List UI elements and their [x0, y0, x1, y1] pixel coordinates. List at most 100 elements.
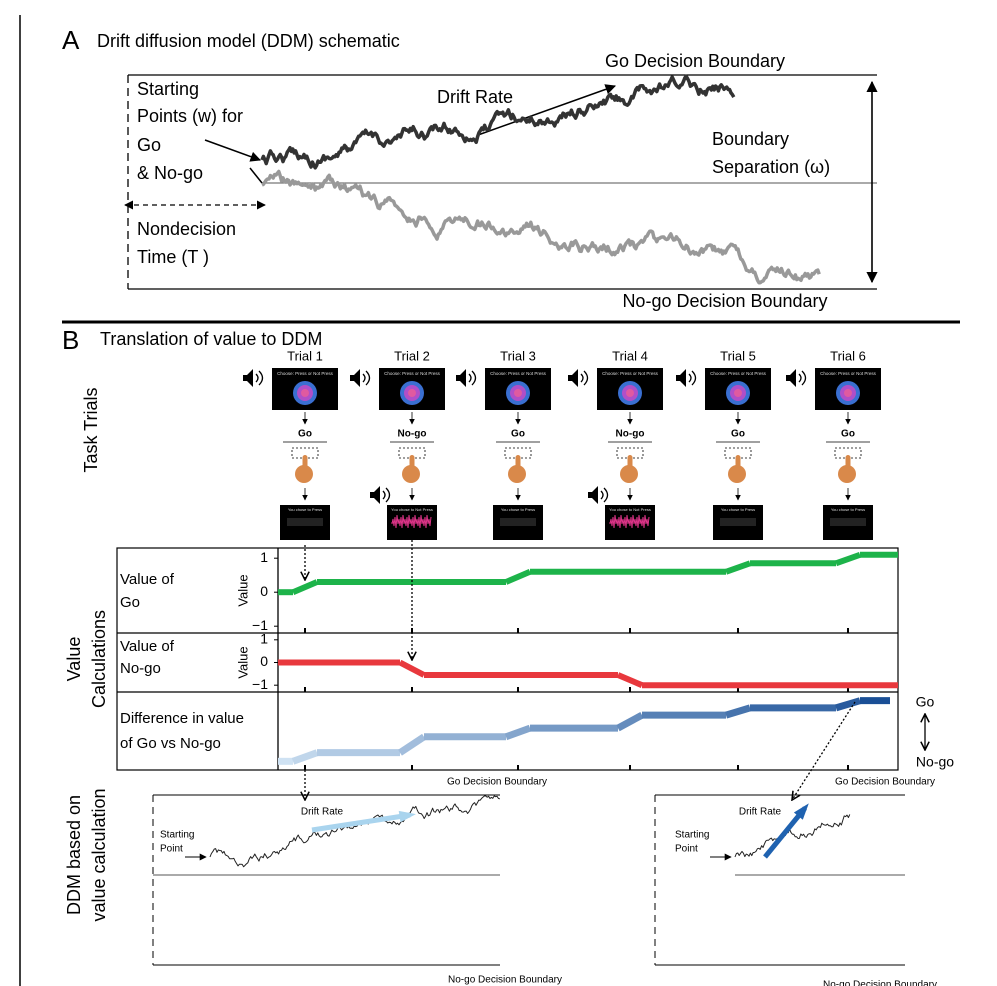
- label: Points (w) for: [137, 106, 243, 126]
- label: Choose: Press or Not Press: [490, 371, 547, 376]
- speaker-icon: [601, 488, 608, 502]
- label: No-go: [916, 754, 954, 770]
- label: Choose: Press or Not Press: [384, 371, 441, 376]
- label: of Go vs No-go: [120, 735, 221, 752]
- label: Choose: Press or Not Press: [602, 371, 659, 376]
- label: Starting: [675, 830, 709, 841]
- label: Go: [298, 429, 312, 440]
- speaker-icon: [786, 369, 796, 387]
- speaker-icon: [568, 369, 578, 387]
- label: Value: [235, 574, 250, 606]
- label: Trial 3: [500, 348, 536, 363]
- label: No-go Decision Boundary: [823, 980, 937, 986]
- value-step: [400, 663, 424, 675]
- label: No-go: [120, 660, 161, 677]
- label: You chose to Not Press: [391, 507, 433, 512]
- label: Task Trials: [81, 387, 101, 472]
- label: Go Decision Boundary: [835, 777, 935, 788]
- label: You chose to Press: [288, 507, 322, 512]
- label: Starting: [137, 79, 199, 99]
- label: Boundary: [712, 129, 789, 149]
- stimulus: [844, 389, 852, 397]
- random-walk: [262, 172, 819, 283]
- label: Value: [64, 637, 84, 682]
- value-step: [506, 572, 530, 582]
- label: No-go Decision Boundary: [448, 975, 562, 986]
- label: value calculation: [89, 788, 109, 921]
- label: You chose to Not Press: [609, 507, 651, 512]
- hand-palm: [838, 465, 856, 483]
- hand-palm: [728, 465, 746, 483]
- value-step: [506, 728, 530, 737]
- speaker-icon: [350, 369, 360, 387]
- speaker-icon: [581, 371, 588, 385]
- label: Go: [137, 135, 161, 155]
- label: Separation (ω): [712, 157, 830, 177]
- speaker-icon: [243, 369, 253, 387]
- stimulus: [408, 389, 416, 397]
- label: Drift Rate: [739, 807, 782, 818]
- label: Go: [120, 594, 140, 611]
- label: A: [62, 25, 80, 55]
- label: Value of: [120, 571, 175, 588]
- speaker-icon: [370, 486, 380, 504]
- label: Drift diffusion model (DDM) schematic: [97, 31, 400, 51]
- speaker-icon: [363, 371, 370, 385]
- label: Value of: [120, 638, 175, 655]
- speaker-icon: [256, 371, 263, 385]
- label: Choose: Press or Not Press: [277, 371, 334, 376]
- speaker-icon: [383, 488, 390, 502]
- value-step: [400, 737, 424, 753]
- speaker-icon: [588, 486, 598, 504]
- label: Go: [916, 694, 935, 710]
- label: Calculations: [89, 610, 109, 708]
- value-step: [618, 675, 642, 685]
- label: Go: [511, 429, 525, 440]
- y-tick-label: 0: [260, 583, 268, 599]
- value-step: [293, 753, 317, 762]
- figure: A Drift diffusion model (DDM) schematic Go…: [0, 0, 997, 986]
- y-tick-label: 1: [260, 631, 268, 647]
- speaker-icon: [799, 371, 806, 385]
- y-tick-label: 0: [260, 653, 268, 669]
- label: No-go: [398, 429, 427, 440]
- label: No-go: [616, 429, 645, 440]
- start-arrow: [205, 140, 260, 160]
- stimulus: [301, 389, 309, 397]
- label: You chose to Press: [831, 507, 865, 512]
- screen-content: [720, 518, 756, 526]
- label: Point: [160, 844, 183, 855]
- value-step: [836, 555, 860, 564]
- label: Trial 6: [830, 348, 866, 363]
- value-step: [726, 563, 750, 572]
- speaker-icon: [676, 369, 686, 387]
- label: Choose: Press or Not Press: [820, 371, 877, 376]
- label: Point: [675, 844, 698, 855]
- value-step: [618, 715, 642, 728]
- label: You chose to Press: [501, 507, 535, 512]
- stimulus: [626, 389, 634, 397]
- screen-content: [500, 518, 536, 526]
- screen-content: [287, 518, 323, 526]
- hand-palm: [295, 465, 313, 483]
- value-step: [836, 701, 860, 708]
- label: Trial 1: [287, 348, 323, 363]
- label: Drift Rate: [301, 807, 344, 818]
- label: Difference in value: [120, 710, 244, 727]
- label: Value: [235, 646, 250, 678]
- y-tick-label: 1: [260, 549, 268, 565]
- speaker-icon: [456, 369, 466, 387]
- label: Trial 4: [612, 348, 648, 363]
- hand-palm: [508, 465, 526, 483]
- stimulus: [514, 389, 522, 397]
- label: You chose to Press: [721, 507, 755, 512]
- drift-arrow-head: [399, 811, 416, 822]
- y-tick-label: −1: [252, 676, 268, 692]
- hand-palm: [402, 465, 420, 483]
- label: Starting: [160, 830, 194, 841]
- speaker-icon: [469, 371, 476, 385]
- label: No-go Decision Boundary: [622, 291, 827, 311]
- label: B: [62, 325, 79, 355]
- label: Choose: Press or Not Press: [710, 371, 767, 376]
- stimulus: [734, 389, 742, 397]
